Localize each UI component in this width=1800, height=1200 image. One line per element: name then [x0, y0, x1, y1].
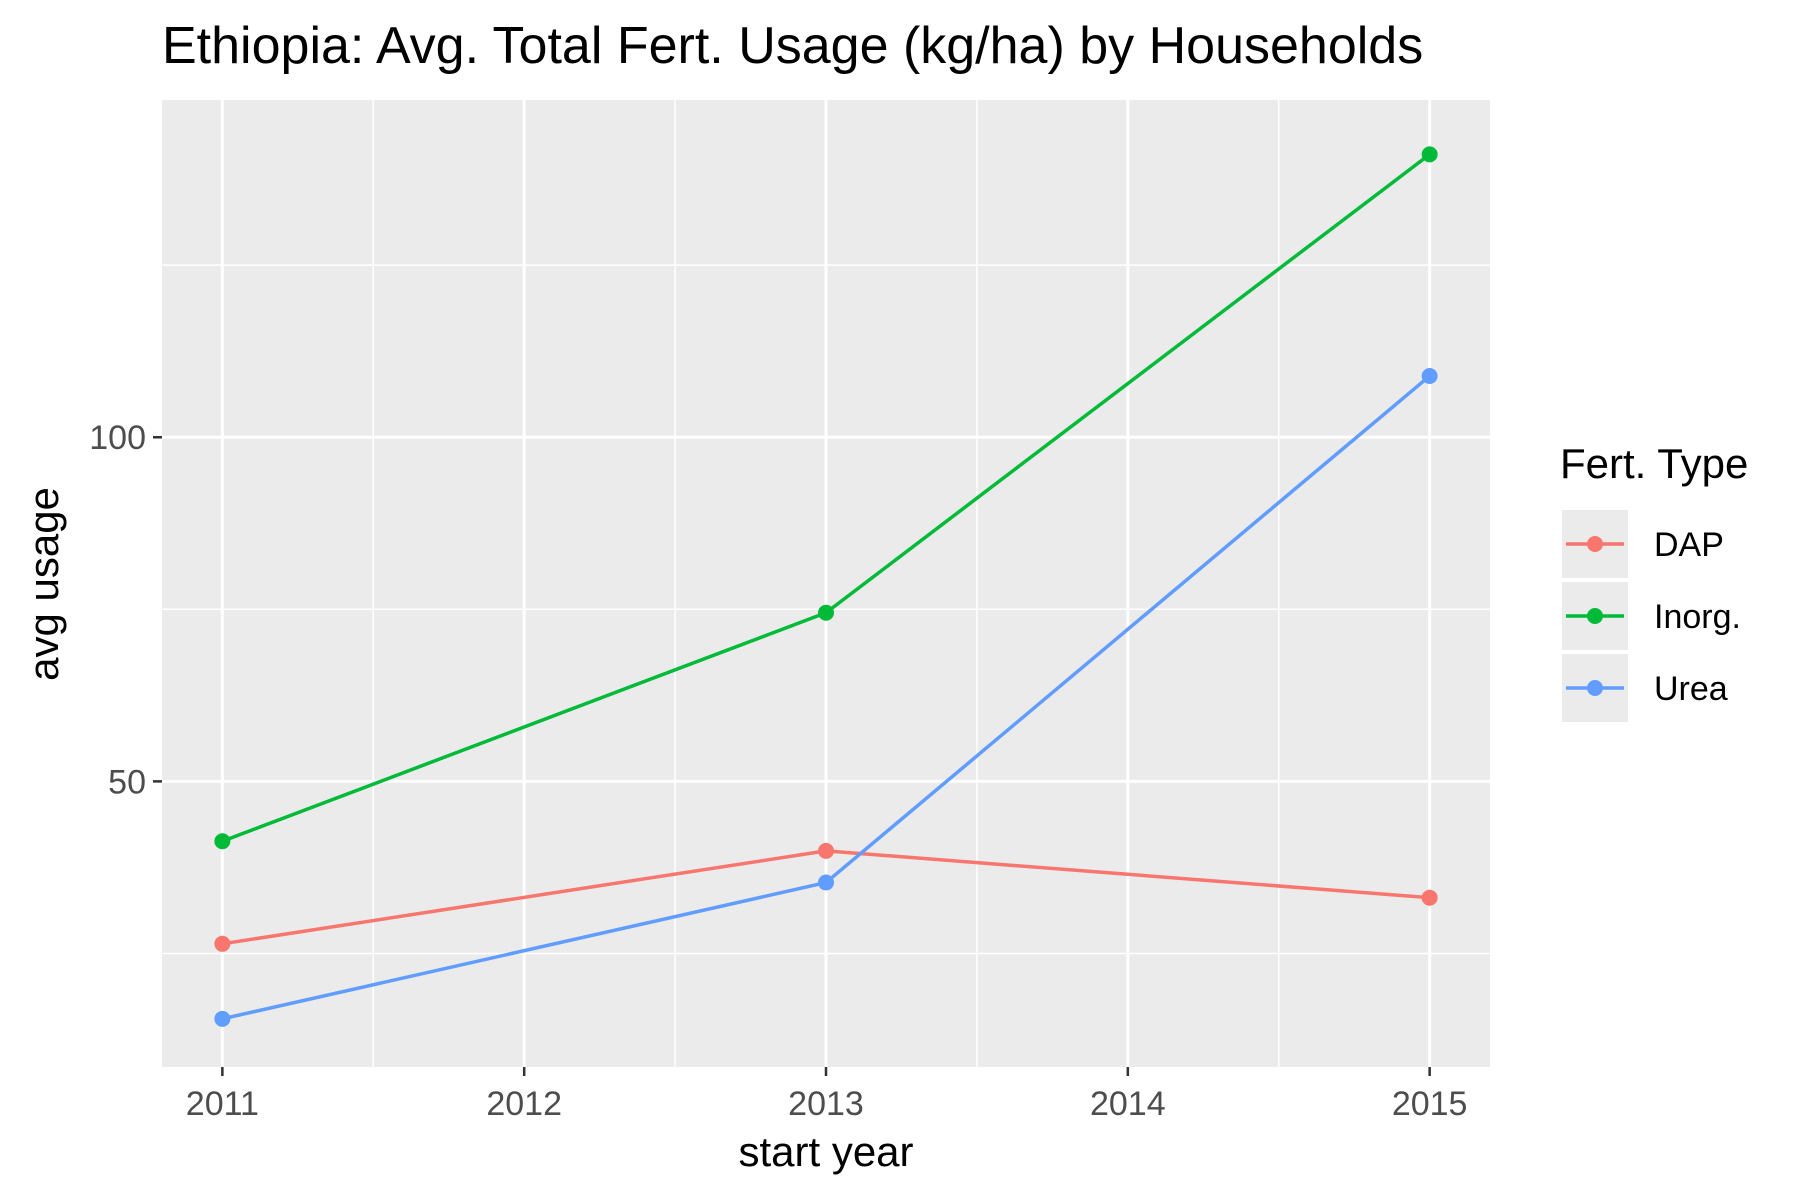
y-tick-label: 100: [89, 419, 146, 457]
x-tick-label: 2013: [788, 1085, 864, 1123]
legend-label: DAP: [1654, 526, 1724, 564]
axes-layer: 2011 2012 2013 2014 2015 50 100: [89, 419, 1467, 1123]
data-point-dap: [214, 935, 231, 952]
x-axis-title: start year: [738, 1128, 913, 1175]
data-point-inorg: [818, 604, 834, 621]
legend-item-urea: Urea: [1562, 654, 1728, 722]
series-layer: [214, 146, 1438, 1027]
x-tick-label: 2015: [1392, 1085, 1468, 1123]
data-point-inorg: [214, 833, 231, 850]
y-tick-label: 50: [108, 763, 146, 801]
x-tick-label: 2012: [486, 1085, 562, 1123]
x-tick-label: 2014: [1090, 1085, 1166, 1123]
legend-key-point: [1587, 536, 1603, 552]
legend-label: Urea: [1654, 670, 1728, 708]
legend: Fert. Type DAP Inorg. Urea: [1560, 440, 1748, 722]
legend-item-dap: DAP: [1562, 510, 1724, 578]
legend-items: DAP Inorg. Urea: [1562, 510, 1741, 722]
x-tick-label: 2011: [186, 1085, 259, 1123]
y-axis-title: avg usage: [20, 487, 67, 681]
data-point-urea: [214, 1010, 231, 1027]
data-point-dap: [1421, 889, 1438, 906]
chart-title: Ethiopia: Avg. Total Fert. Usage (kg/ha)…: [162, 17, 1423, 75]
legend-title: Fert. Type: [1560, 440, 1748, 487]
legend-label: Inorg.: [1654, 598, 1741, 636]
legend-key-point: [1587, 680, 1603, 696]
data-point-urea: [1421, 367, 1438, 384]
legend-item-inorg: Inorg.: [1562, 582, 1741, 650]
data-point-dap: [818, 842, 834, 859]
data-point-inorg: [1421, 146, 1438, 163]
major-gridlines: [162, 100, 1490, 1067]
data-point-urea: [818, 874, 834, 891]
legend-key-point: [1587, 608, 1603, 624]
